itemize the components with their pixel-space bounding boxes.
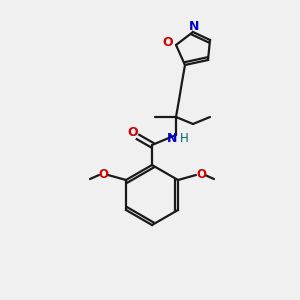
Text: N: N — [167, 131, 177, 145]
Text: O: O — [98, 167, 108, 181]
Text: O: O — [196, 167, 206, 181]
Text: O: O — [163, 37, 173, 50]
Text: H: H — [180, 131, 188, 145]
Text: N: N — [189, 20, 199, 34]
Text: O: O — [128, 127, 138, 140]
